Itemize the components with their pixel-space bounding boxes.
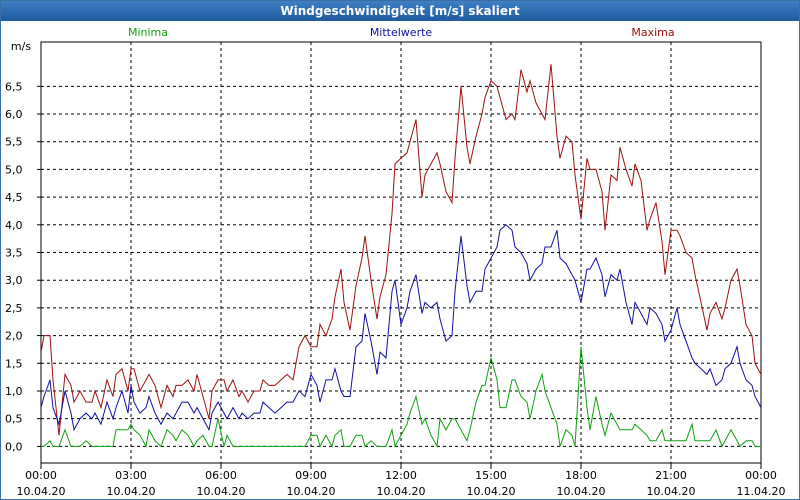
x-tick-time-label: 00:00: [25, 469, 57, 482]
series-line-maxima: [41, 64, 761, 436]
y-tick-label: 3,5: [5, 247, 23, 260]
y-tick-label: 1,0: [5, 385, 23, 398]
y-tick-label: 3,0: [5, 274, 23, 287]
legend-maxima: Maxima: [631, 26, 674, 39]
x-tick-time-label: 00:00: [745, 469, 777, 482]
y-tick-label: 0,0: [5, 440, 23, 453]
x-tick-date-label: 10.04.20: [17, 485, 66, 498]
x-tick-date-label: 10.04.20: [647, 485, 696, 498]
x-tick-date-label: 10.04.20: [557, 485, 606, 498]
y-tick-label: 2,5: [5, 302, 23, 315]
window-title: Windgeschwindigkeit [m/s] skaliert: [1, 1, 799, 21]
y-tick-label: 5,0: [5, 163, 23, 176]
y-tick-label: 2,0: [5, 330, 23, 343]
x-tick-time-label: 15:00: [475, 469, 507, 482]
legend-minima: Minima: [128, 26, 168, 39]
x-tick-date-label: 11.04.20: [737, 485, 786, 498]
x-tick-time-label: 09:00: [295, 469, 327, 482]
x-tick-time-label: 06:00: [205, 469, 237, 482]
series-line-minima: [41, 346, 761, 449]
legend-mittelwerte: Mittelwerte: [370, 26, 433, 39]
x-tick-date-label: 10.04.20: [107, 485, 156, 498]
wind-speed-chart: 0,0 0,5 1,0 1,5 2,0 2,5 3,0 3,5 4,0 4,5 5,0 5,5 6,0 6…: [5, 26, 786, 498]
x-tick-date-label: 10.04.20: [197, 485, 246, 498]
x-tick-time-label: 03:00: [115, 469, 147, 482]
x-tick-time-label: 18:00: [565, 469, 597, 482]
x-tick-date-label: 10.04.20: [467, 485, 516, 498]
series-line-mittelwerte: [41, 224, 761, 432]
x-tick-time-label: 12:00: [385, 469, 417, 482]
y-tick-label: 4,0: [5, 219, 23, 232]
y-tick-label: 4,5: [5, 191, 23, 204]
y-axis-unit: m/s: [11, 40, 31, 53]
y-tick-label: 5,5: [5, 136, 23, 149]
y-tick-label: 0,5: [5, 413, 23, 426]
x-tick-date-label: 10.04.20: [287, 485, 336, 498]
x-tick-date-label: 10.04.20: [377, 485, 426, 498]
y-tick-label: 6,0: [5, 108, 23, 121]
y-tick-label: 1,5: [5, 357, 23, 370]
y-tick-label: 6,5: [5, 80, 23, 93]
x-tick-time-label: 21:00: [655, 469, 687, 482]
